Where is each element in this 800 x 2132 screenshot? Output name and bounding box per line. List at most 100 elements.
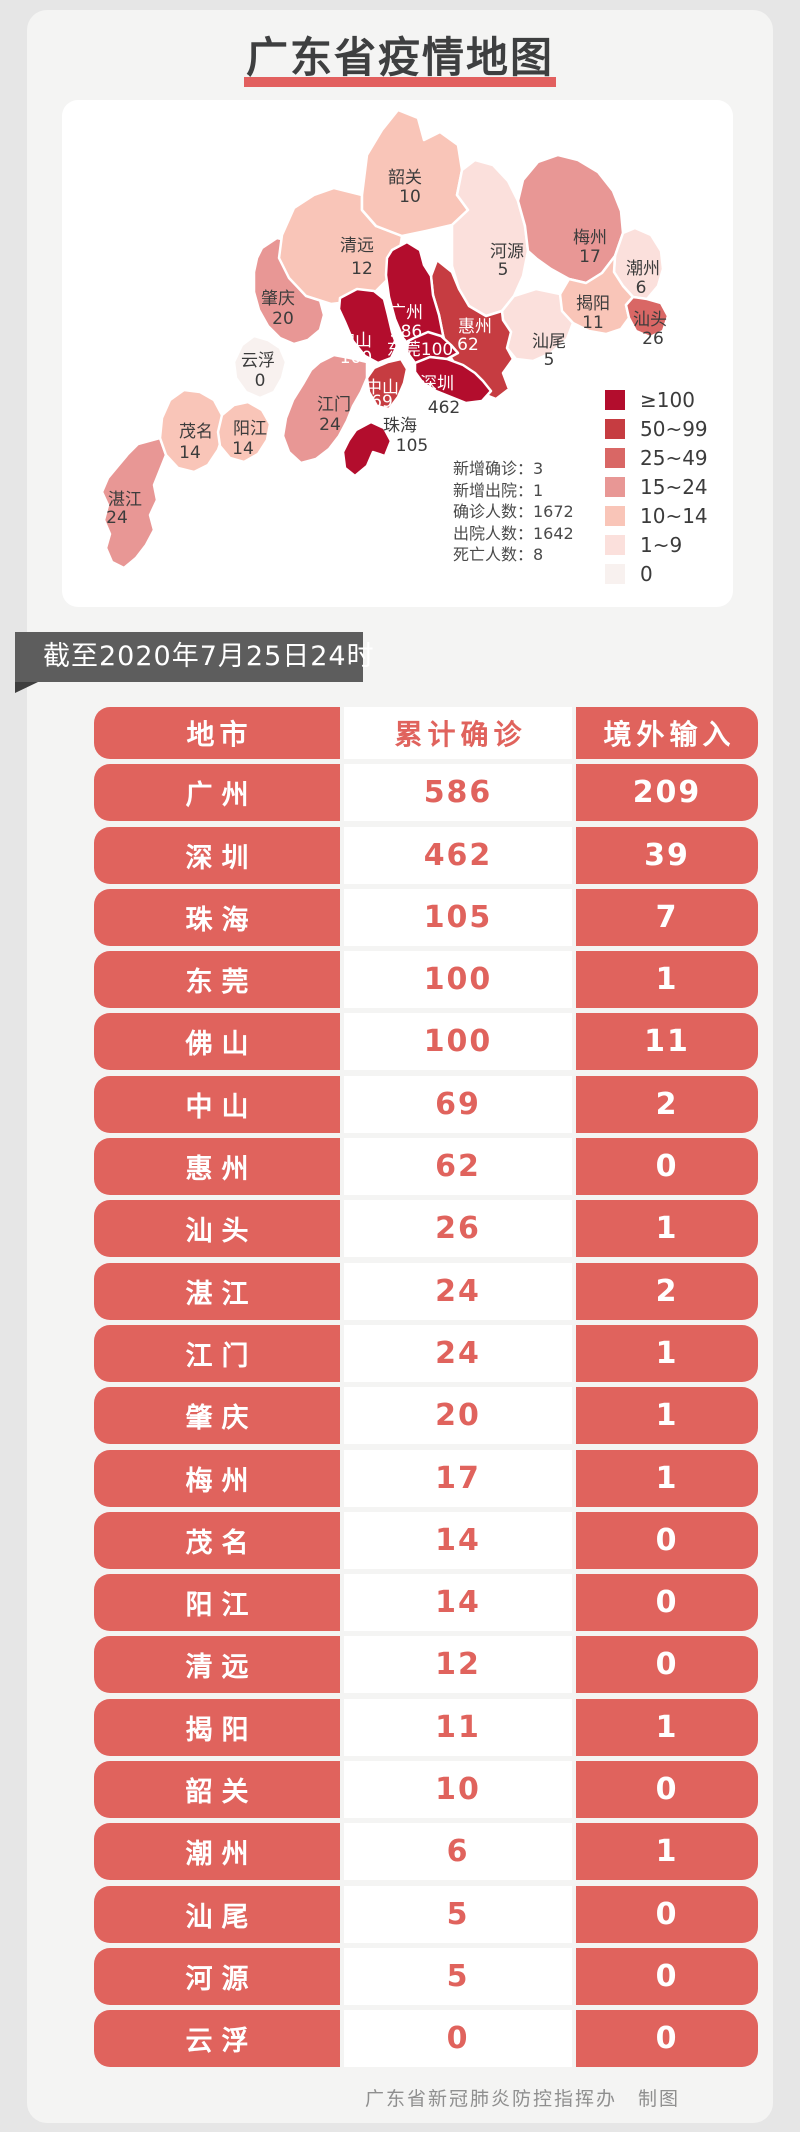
confirmed-cell: 105 — [344, 888, 572, 946]
table-row: 湛江 24 2 — [94, 1262, 758, 1320]
map-label-shaoguan: 10 — [399, 187, 421, 207]
city-cell: 汕头 — [94, 1200, 340, 1258]
legend-label: 10~14 — [640, 504, 708, 528]
stat-line: 新增出院：1 — [453, 480, 544, 500]
table-row: 佛山 100 11 — [94, 1013, 758, 1071]
map-label-zhaoqing: 20 — [272, 309, 294, 329]
page-title: 广东省疫情地图 — [245, 33, 554, 82]
map-label-dongguan: 东莞100 — [387, 340, 453, 360]
stat-line: 确诊人数：1672 — [453, 502, 574, 521]
table-row: 清远 12 0 — [94, 1636, 758, 1694]
city-cell: 江门 — [94, 1324, 340, 1382]
legend-label: 15~24 — [640, 475, 708, 499]
guangdong-choropleth-map: 湛江24茂名14阳江14云浮0肇庆20清远12韶关10河源5梅州17潮州6揭阳1… — [100, 108, 670, 570]
legend-label: 0 — [640, 562, 653, 586]
table-row: 惠州 62 0 — [94, 1138, 758, 1196]
imported-cell: 2 — [576, 1262, 758, 1320]
legend-item: 1~9 — [605, 533, 708, 557]
map-region-shantou — [624, 295, 670, 339]
legend-swatch — [605, 448, 625, 468]
map-label-shaoguan: 韶关 — [388, 168, 422, 188]
table-row: 揭阳 11 1 — [94, 1698, 758, 1756]
map-label-shantou: 26 — [642, 329, 664, 349]
map-region-maoming — [158, 388, 226, 474]
map-label-zhongshan: 中山 — [365, 378, 399, 398]
legend-item: 25~49 — [605, 446, 708, 470]
legend-label: 25~49 — [640, 446, 708, 470]
map-region-shenzhen — [413, 355, 493, 405]
stat-line: 死亡人数：8 — [453, 545, 544, 564]
map-label-maoming: 茂名 — [179, 422, 213, 442]
map-label-foshan: 100 — [340, 348, 372, 368]
table-row: 广州 586 209 — [94, 764, 758, 822]
table-row: 河源 5 0 — [94, 1947, 758, 2005]
confirmed-cell: 10 — [344, 1761, 572, 1819]
map-region-foshan — [337, 287, 399, 365]
map-label-yunfu: 云浮 — [241, 351, 275, 371]
legend-item: ≥100 — [605, 388, 708, 412]
city-cell: 珠海 — [94, 888, 340, 946]
legend-item: 0 — [605, 562, 708, 586]
imported-cell: 1 — [576, 1324, 758, 1382]
city-cell: 广州 — [94, 764, 340, 822]
map-label-huizhou: 惠州 — [458, 317, 492, 337]
confirmed-cell: 69 — [344, 1075, 572, 1133]
map-region-heyuan — [450, 158, 530, 318]
confirmed-cell: 5 — [344, 1947, 572, 2005]
confirmed-cell: 26 — [344, 1200, 572, 1258]
imported-cell: 7 — [576, 888, 758, 946]
confirmed-cell: 11 — [344, 1698, 572, 1756]
legend-swatch — [605, 390, 625, 410]
city-cell: 清远 — [94, 1636, 340, 1694]
city-cell: 东莞 — [94, 951, 340, 1009]
map-label-yangjiang: 14 — [232, 439, 254, 459]
imported-cell: 1 — [576, 1698, 758, 1756]
map-label-meizhou: 梅州 — [573, 228, 607, 248]
city-cell: 潮州 — [94, 1823, 340, 1881]
city-cell: 惠州 — [94, 1138, 340, 1196]
map-label-zhuhai: 105 — [396, 436, 428, 456]
map-label-huizhou: 62 — [457, 335, 479, 355]
city-cell: 茂名 — [94, 1511, 340, 1569]
map-label-yangjiang: 阳江 — [233, 419, 267, 439]
confirmed-cell: 14 — [344, 1574, 572, 1632]
legend-label: ≥100 — [640, 388, 695, 412]
confirmed-cell: 100 — [344, 1013, 572, 1071]
city-cell: 云浮 — [94, 2010, 340, 2068]
imported-cell: 2 — [576, 1075, 758, 1133]
map-label-zhanjiang: 24 — [106, 508, 128, 528]
source-credit: 广东省新冠肺炎防控指挥办 制图 — [364, 2088, 680, 2110]
table-row: 茂名 14 0 — [94, 1511, 758, 1569]
map-label-heyuan: 河源 — [490, 242, 524, 262]
map-label-shenzhen: 462 — [428, 398, 460, 418]
imported-cell: 1 — [576, 951, 758, 1009]
legend-swatch — [605, 506, 625, 526]
imported-cell: 0 — [576, 1761, 758, 1819]
legend-item: 10~14 — [605, 504, 708, 528]
city-data-table: 地市 累计确诊 境外输入 广州 586 209 深圳 462 39 珠海 105 7 东莞 100 1 佛山 1… — [94, 707, 758, 2073]
map-region-jiangmen — [281, 353, 369, 465]
city-cell: 韶关 — [94, 1761, 340, 1819]
map-label-shenzhen: 深圳 — [420, 374, 454, 394]
imported-cell: 0 — [576, 1947, 758, 2005]
confirmed-cell: 6 — [344, 1823, 572, 1881]
confirmed-cell: 24 — [344, 1262, 572, 1320]
confirmed-cell: 24 — [344, 1324, 572, 1382]
map-label-shantou: 汕头 — [633, 310, 667, 330]
imported-cell: 0 — [576, 1636, 758, 1694]
confirmed-cell: 14 — [344, 1511, 572, 1569]
stat-line: 出院人数：1642 — [453, 523, 574, 543]
imported-cell: 11 — [576, 1013, 758, 1071]
confirmed-cell: 17 — [344, 1449, 572, 1507]
imported-cell: 0 — [576, 1885, 758, 1943]
table-row: 中山 69 2 — [94, 1075, 758, 1133]
map-label-qingyuan: 12 — [351, 259, 373, 279]
main-panel: 广东省疫情地图 湛江 24 茂名 14 阳江 14 云浮 0 肇庆 20 清远 12 韶关 10 河源 5 梅州… — [27, 10, 773, 2123]
map-label-foshan: 佛山 — [338, 331, 372, 351]
table-row: 梅州 17 1 — [94, 1449, 758, 1507]
city-cell: 阳江 — [94, 1574, 340, 1632]
city-cell: 佛山 — [94, 1013, 340, 1071]
table-row: 云浮 0 0 — [94, 2010, 758, 2068]
map-label-chaozhou: 潮州 — [626, 259, 660, 279]
